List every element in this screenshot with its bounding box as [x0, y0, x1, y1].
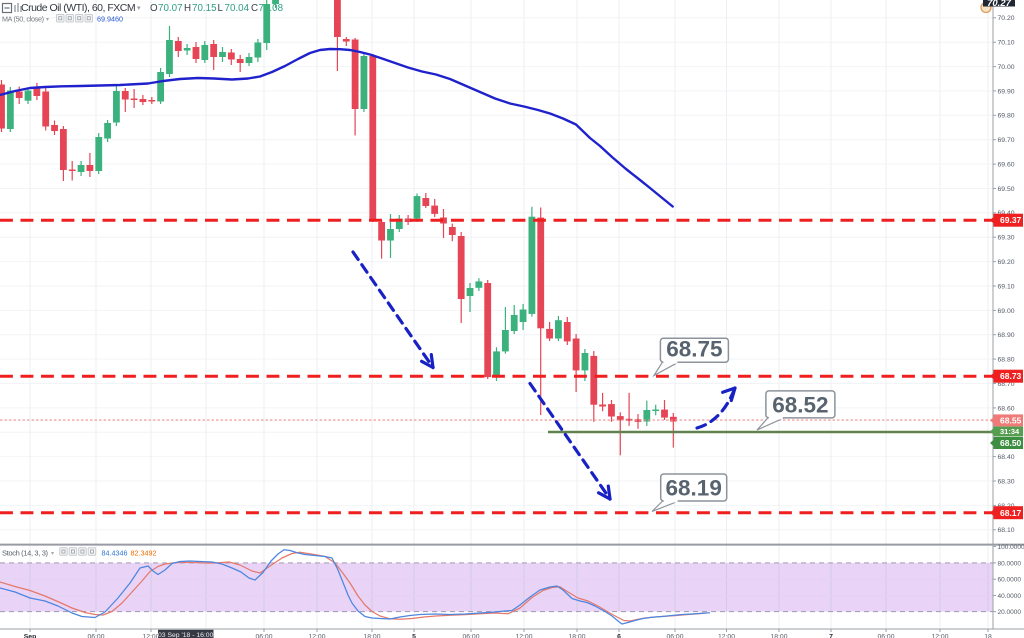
svg-text:68.17: 68.17 — [1000, 508, 1022, 518]
svg-text:Crude Oil (WTI), 60, FXCM: Crude Oil (WTI), 60, FXCM — [21, 2, 135, 14]
svg-text:12:00: 12:00 — [515, 634, 532, 638]
svg-text:▾: ▾ — [137, 5, 141, 12]
svg-text:03 Sep '18 - 16:00: 03 Sep '18 - 16:00 — [158, 632, 214, 638]
svg-text:68.40: 68.40 — [998, 454, 1015, 461]
svg-text:06:00: 06:00 — [666, 634, 683, 638]
svg-text:12:00: 12:00 — [308, 634, 325, 638]
svg-text:70.27: 70.27 — [987, 0, 1011, 9]
svg-text:5: 5 — [412, 634, 416, 638]
svg-text:68.50: 68.50 — [1000, 438, 1022, 448]
svg-text:31:34: 31:34 — [1000, 427, 1020, 436]
svg-text:69.00: 69.00 — [998, 308, 1015, 315]
svg-text:Sep: Sep — [24, 634, 36, 638]
svg-text:7: 7 — [829, 634, 833, 638]
svg-text:68.10: 68.10 — [998, 527, 1015, 534]
svg-text:69.60: 69.60 — [998, 162, 1015, 169]
svg-text:69.9460: 69.9460 — [97, 15, 123, 24]
svg-text:C: C — [251, 3, 258, 14]
svg-text:68.30: 68.30 — [998, 478, 1015, 485]
svg-text:▾: ▾ — [51, 551, 54, 557]
svg-text:84.4346: 84.4346 — [102, 549, 128, 558]
svg-text:70.15: 70.15 — [192, 3, 217, 14]
svg-text:68.60: 68.60 — [998, 405, 1015, 412]
svg-text:68.90: 68.90 — [998, 332, 1015, 339]
svg-text:70.04: 70.04 — [225, 3, 250, 14]
svg-text:68.19: 68.19 — [666, 476, 722, 501]
svg-text:68.52: 68.52 — [772, 392, 828, 417]
svg-text:18: 18 — [984, 634, 992, 638]
svg-text:69.90: 69.90 — [998, 88, 1015, 95]
svg-text:68.80: 68.80 — [998, 357, 1015, 364]
svg-text:70.07: 70.07 — [158, 3, 183, 14]
svg-text:06:00: 06:00 — [87, 634, 104, 638]
svg-text:06:00: 06:00 — [877, 634, 894, 638]
svg-text:▾: ▾ — [46, 17, 49, 23]
svg-text:70.20: 70.20 — [998, 15, 1015, 22]
svg-text:68.55: 68.55 — [1000, 416, 1022, 426]
svg-text:60.0000: 60.0000 — [998, 577, 1022, 584]
svg-text:Stoch (14, 3, 3): Stoch (14, 3, 3) — [2, 549, 49, 558]
svg-text:06:00: 06:00 — [255, 634, 272, 638]
svg-text:68.70: 68.70 — [998, 381, 1015, 388]
svg-text:69.50: 69.50 — [998, 186, 1015, 193]
svg-text:18:00: 18:00 — [770, 634, 787, 638]
svg-text:6: 6 — [617, 634, 621, 638]
svg-text:69.80: 69.80 — [998, 113, 1015, 120]
svg-text:80.0000: 80.0000 — [998, 560, 1022, 567]
svg-text:18:00: 18:00 — [363, 634, 380, 638]
svg-text:100.0000: 100.0000 — [998, 544, 1024, 551]
svg-text:69.37: 69.37 — [1000, 215, 1022, 225]
svg-text:69.10: 69.10 — [998, 283, 1015, 290]
svg-text:18:00: 18:00 — [568, 634, 585, 638]
svg-text:L: L — [218, 3, 224, 14]
svg-text:12:00: 12:00 — [718, 634, 735, 638]
svg-text:69.30: 69.30 — [998, 235, 1015, 242]
svg-text:70.10: 70.10 — [998, 40, 1015, 47]
svg-text:O: O — [150, 3, 158, 14]
svg-text:20.0000: 20.0000 — [998, 609, 1022, 616]
svg-text:H: H — [184, 3, 191, 14]
svg-text:68.75: 68.75 — [666, 337, 722, 362]
svg-text:12:00: 12:00 — [931, 634, 948, 638]
svg-text:82.3492: 82.3492 — [131, 549, 157, 558]
svg-text:70.08: 70.08 — [259, 3, 284, 14]
svg-text:68.73: 68.73 — [1000, 371, 1022, 381]
svg-text:MA (50, close): MA (50, close) — [2, 15, 44, 24]
svg-text:12:00: 12:00 — [142, 634, 159, 638]
svg-text:69.20: 69.20 — [998, 259, 1015, 266]
svg-text:70.00: 70.00 — [998, 64, 1015, 71]
svg-text:40.0000: 40.0000 — [998, 593, 1022, 600]
svg-text:69.70: 69.70 — [998, 137, 1015, 144]
svg-text:06:00: 06:00 — [462, 634, 479, 638]
